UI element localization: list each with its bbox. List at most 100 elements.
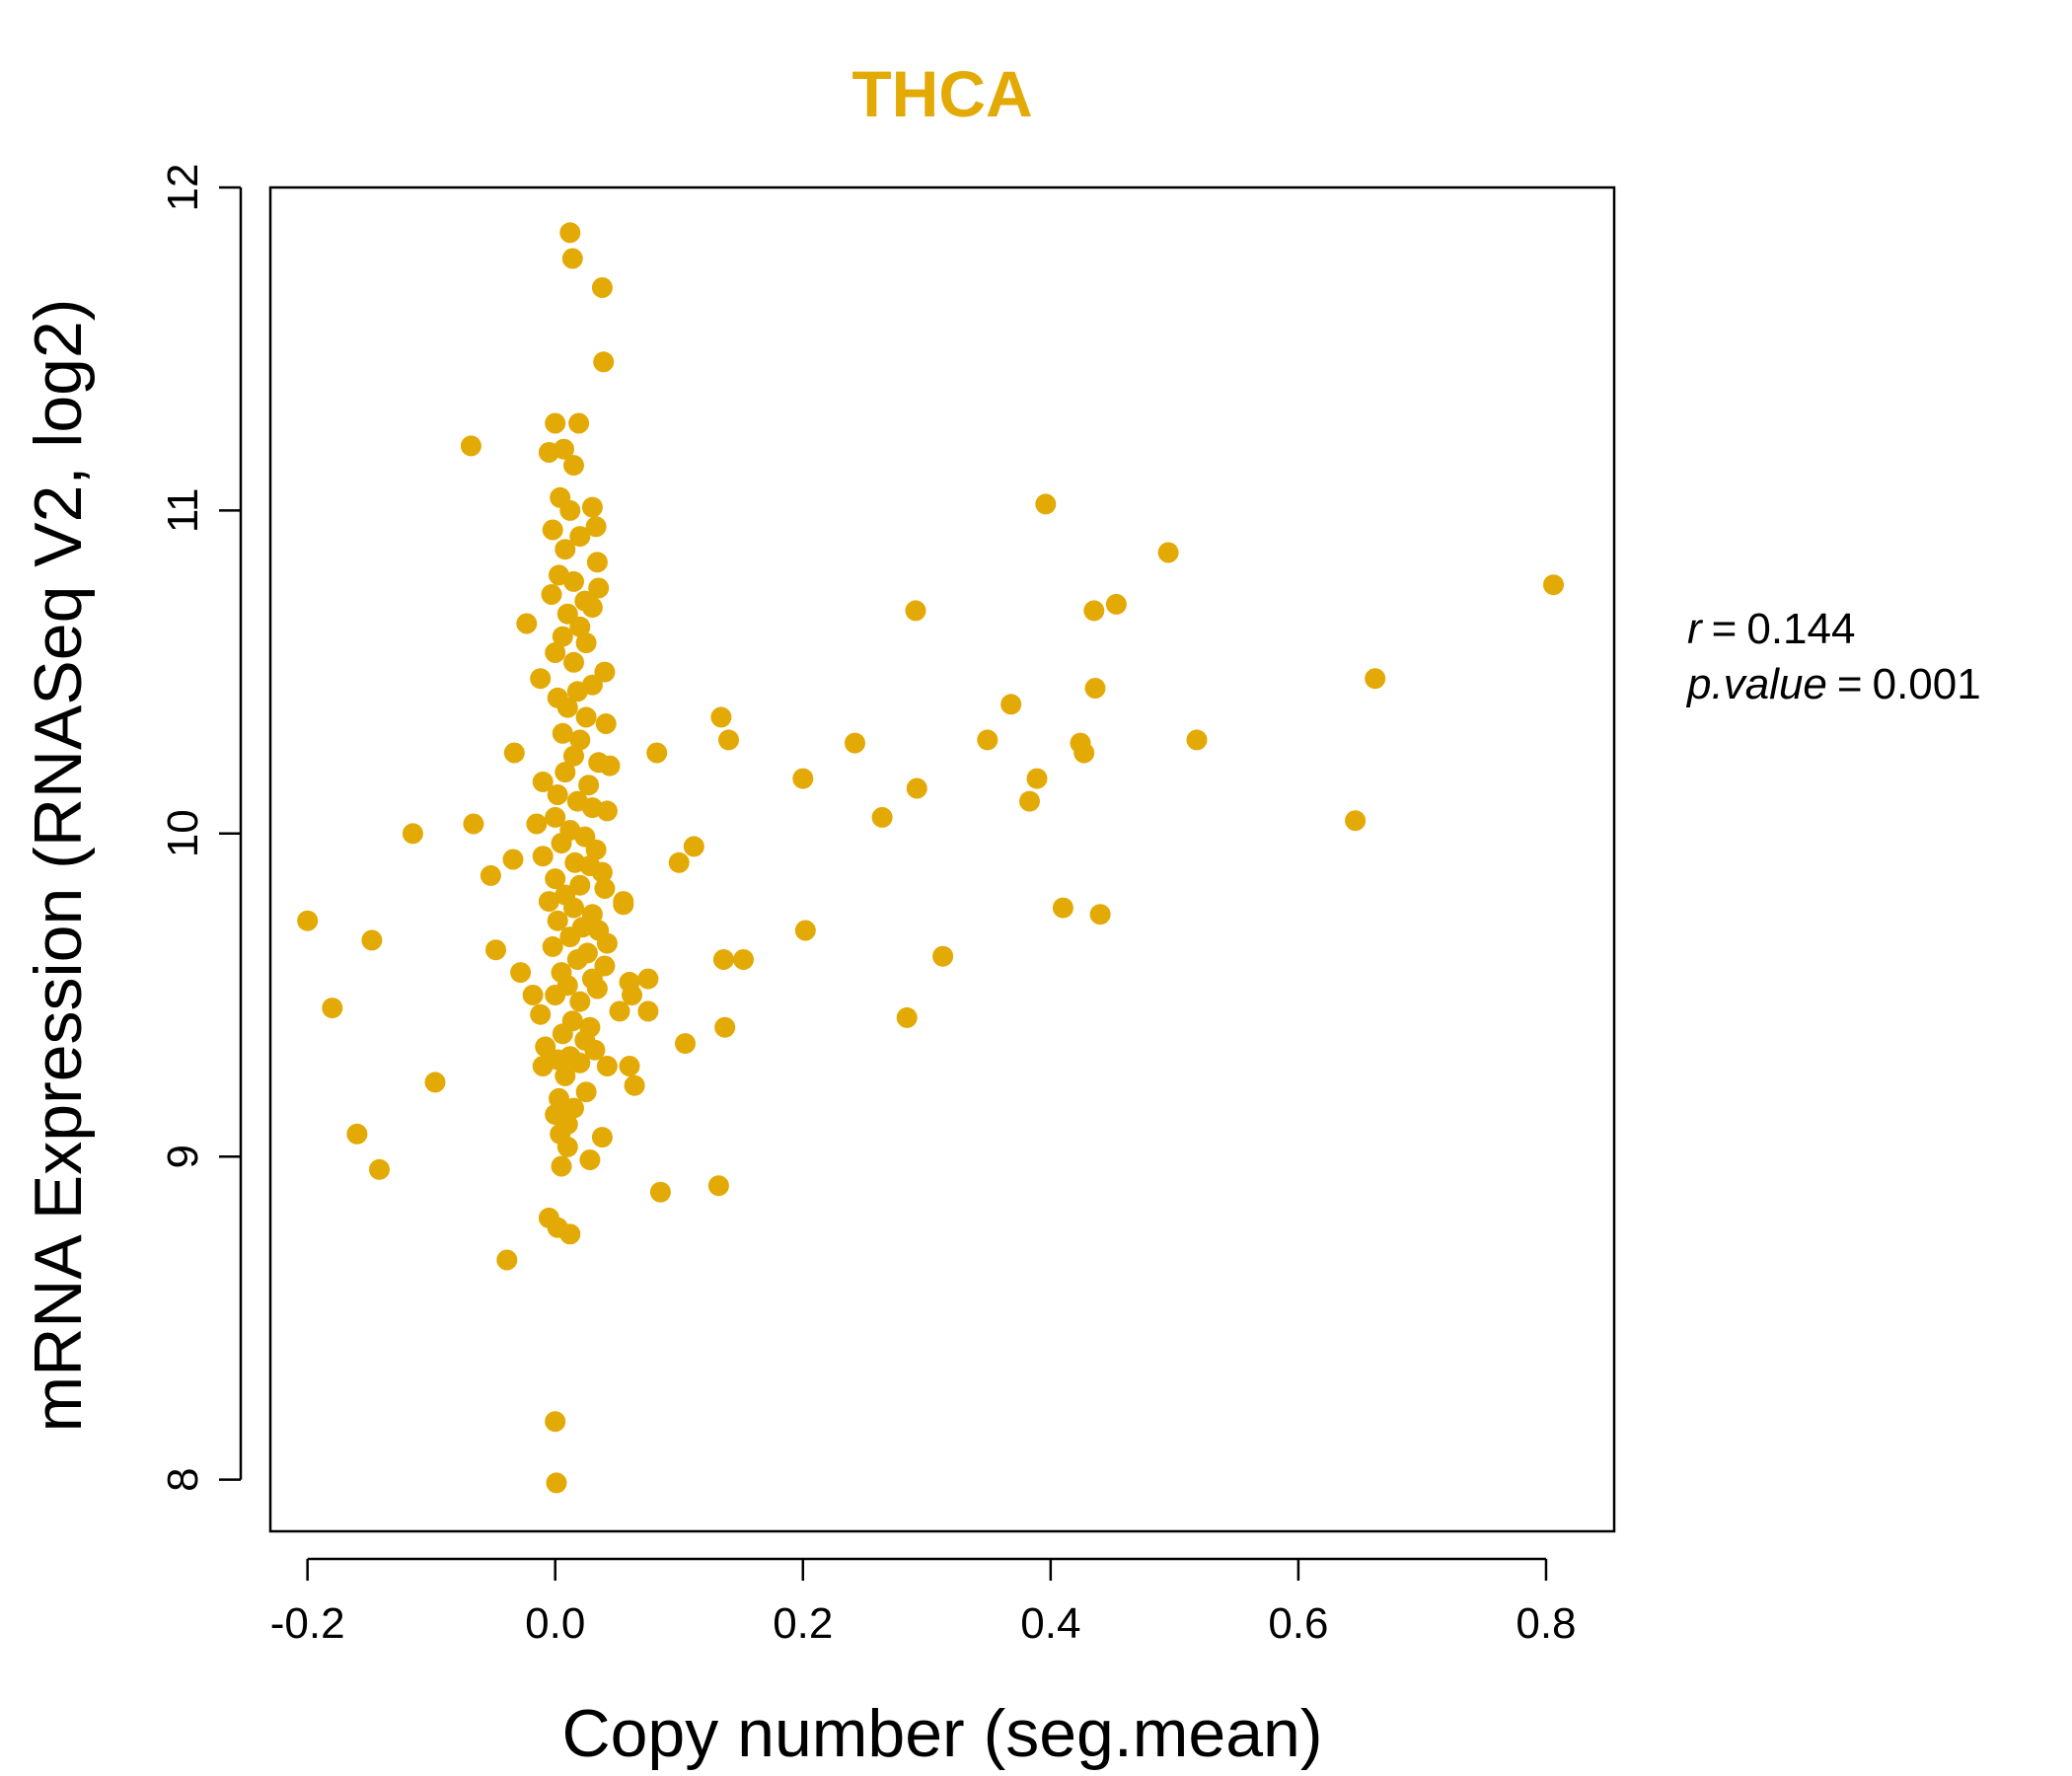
- data-point: [906, 777, 927, 799]
- data-point: [555, 762, 576, 783]
- data-point: [1084, 678, 1106, 699]
- data-point: [1365, 668, 1386, 690]
- data-point: [563, 570, 584, 592]
- data-point: [551, 1155, 572, 1177]
- data-point: [619, 1056, 640, 1076]
- y-axis-title: mRNA Expression (RNASeq V2, log2): [21, 299, 96, 1433]
- data-point: [637, 1000, 659, 1022]
- data-point: [552, 722, 573, 744]
- data-point: [559, 499, 581, 521]
- y-axis: 8 9 10 11 12: [159, 164, 243, 1492]
- data-point: [547, 784, 568, 805]
- data-point: [555, 539, 576, 560]
- data-point: [402, 823, 423, 845]
- data-point: [532, 1056, 554, 1076]
- data-point: [733, 949, 754, 970]
- y-tick-label: 11: [159, 488, 207, 534]
- data-point: [559, 222, 581, 244]
- data-point: [563, 897, 584, 919]
- data-point: [530, 1003, 552, 1025]
- data-point: [569, 991, 591, 1012]
- data-point: [714, 1016, 736, 1038]
- data-point: [578, 775, 600, 796]
- data-point: [609, 1000, 630, 1022]
- data-point: [568, 412, 590, 434]
- x-tick-label: 0.0: [525, 1599, 585, 1648]
- data-point: [599, 755, 621, 777]
- p-label: p.value: [1685, 660, 1827, 708]
- data-point: [1083, 600, 1105, 622]
- data-point: [532, 771, 554, 792]
- data-point: [424, 1072, 446, 1093]
- data-point: [569, 729, 591, 751]
- data-point: [1157, 542, 1179, 563]
- data-point: [596, 932, 618, 954]
- data-point: [569, 1052, 591, 1073]
- data-point: [710, 706, 732, 728]
- data-point: [485, 939, 506, 961]
- data-point: [594, 878, 616, 899]
- data-point: [545, 1411, 566, 1433]
- data-point: [538, 891, 559, 913]
- data-point: [522, 985, 544, 1005]
- y-tick-label: 12: [159, 164, 207, 212]
- data-point: [575, 632, 597, 654]
- data-point: [551, 833, 572, 854]
- data-point: [561, 248, 583, 269]
- data-point: [1543, 574, 1564, 596]
- data-point: [905, 600, 926, 622]
- x-axis-title: Copy number (seg.mean): [561, 1696, 1322, 1771]
- data-point: [559, 926, 581, 948]
- r-value: 0.144: [1746, 605, 1855, 653]
- data-point: [584, 1039, 606, 1061]
- data-point: [566, 681, 588, 703]
- data-point: [563, 651, 584, 673]
- data-point: [566, 949, 588, 970]
- data-point: [1089, 904, 1111, 925]
- data-point: [556, 697, 578, 718]
- data-point: [624, 1074, 645, 1096]
- data-point: [637, 968, 659, 990]
- data-point: [532, 846, 554, 867]
- data-point: [586, 978, 608, 999]
- data-point: [545, 806, 566, 828]
- chart-title: THCA: [851, 57, 1032, 130]
- data-point: [622, 985, 642, 1005]
- data-point: [581, 597, 603, 619]
- data-point: [563, 745, 584, 767]
- data-point: [675, 1033, 696, 1055]
- data-point: [541, 584, 562, 605]
- data-point: [794, 920, 816, 941]
- data-point: [542, 519, 563, 541]
- data-point: [613, 891, 634, 913]
- data-points: [297, 222, 1564, 1494]
- data-point: [1345, 810, 1367, 832]
- data-point: [569, 526, 591, 548]
- data-point: [579, 1149, 601, 1170]
- data-point: [845, 732, 865, 754]
- data-point: [547, 910, 568, 931]
- data-point: [510, 962, 532, 984]
- data-point: [496, 1249, 518, 1271]
- plot-frame: [268, 185, 1616, 1533]
- data-point: [556, 603, 578, 625]
- data-point: [683, 836, 704, 857]
- data-point: [361, 929, 383, 951]
- data-point: [1073, 742, 1095, 764]
- data-point: [1019, 790, 1040, 812]
- y-tick-label: 10: [159, 809, 207, 857]
- data-point: [542, 935, 563, 957]
- data-point: [718, 729, 739, 751]
- r-equals: =: [1712, 605, 1738, 653]
- r-annotation: r = 0.144: [1687, 605, 1855, 653]
- data-point: [1000, 694, 1022, 715]
- data-point: [575, 1081, 597, 1103]
- data-point: [546, 1472, 567, 1494]
- x-tick-label: -0.2: [270, 1599, 345, 1648]
- data-point: [595, 713, 617, 734]
- data-point: [322, 998, 343, 1019]
- data-point: [563, 455, 584, 477]
- data-point: [668, 851, 690, 873]
- data-point: [871, 806, 893, 828]
